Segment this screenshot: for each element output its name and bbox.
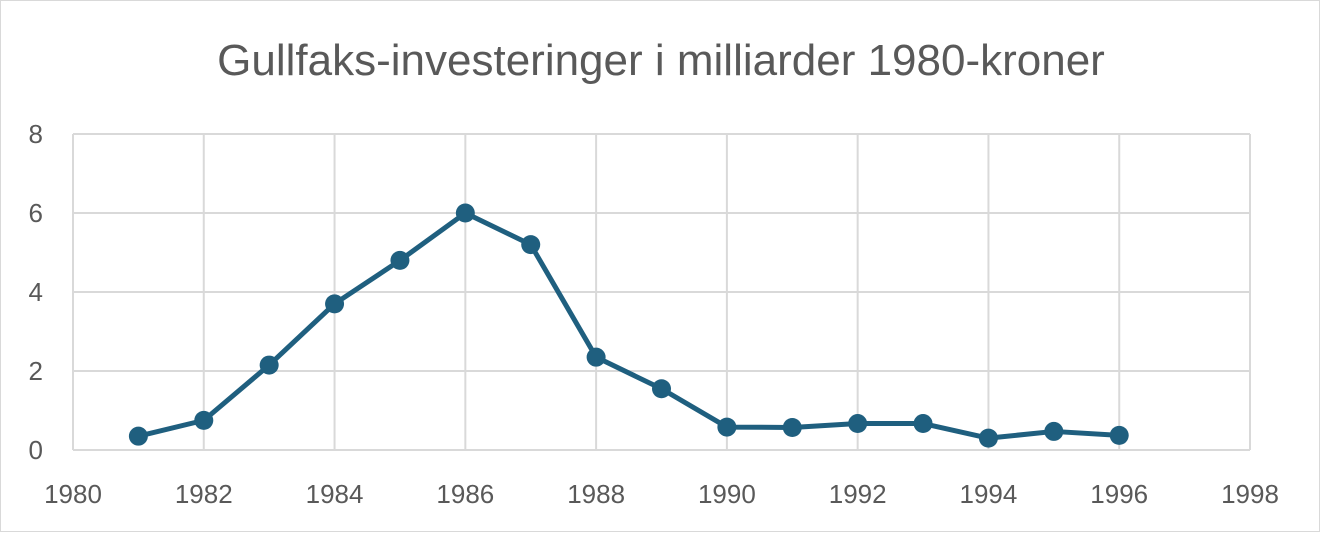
x-tick-label: 1992 [829,479,887,509]
data-point [194,410,214,430]
y-tick-label: 6 [29,198,43,228]
grid [72,133,1251,451]
data-point [782,417,802,437]
data-point [455,203,475,223]
y-tick-label: 8 [29,119,43,149]
data-point [848,414,868,434]
data-point [325,294,345,314]
data-point [717,417,737,437]
data-point [1044,421,1064,441]
data-point [521,235,541,255]
tick-labels: 0 2 4 6 8 1980 1982 1984 1986 1988 1990 1992 1994 199… [29,119,1279,509]
x-tick-label: 1994 [960,479,1018,509]
y-tick-label: 4 [29,277,43,307]
x-tick-label: 1986 [436,479,494,509]
y-tick-label: 2 [29,356,43,386]
x-tick-label: 1998 [1221,479,1279,509]
x-tick-label: 1988 [567,479,625,509]
data-point [652,379,671,399]
data-point [1109,425,1129,445]
y-tick-label: 0 [29,435,43,465]
data-series [128,203,1129,448]
data-point [128,426,148,446]
x-tick-label: 1984 [306,479,364,509]
data-point [259,355,279,375]
data-point [390,250,410,270]
data-point [586,347,606,367]
x-tick-label: 1982 [175,479,233,509]
chart-title: Gullfaks-investeringer i milliarder 1980… [217,36,1105,85]
x-tick-label: 1980 [44,479,102,509]
x-tick-label: 1996 [1090,479,1148,509]
data-point [913,414,933,434]
x-tick-label: 1990 [698,479,756,509]
series-line [135,210,1122,441]
data-point [978,428,998,448]
